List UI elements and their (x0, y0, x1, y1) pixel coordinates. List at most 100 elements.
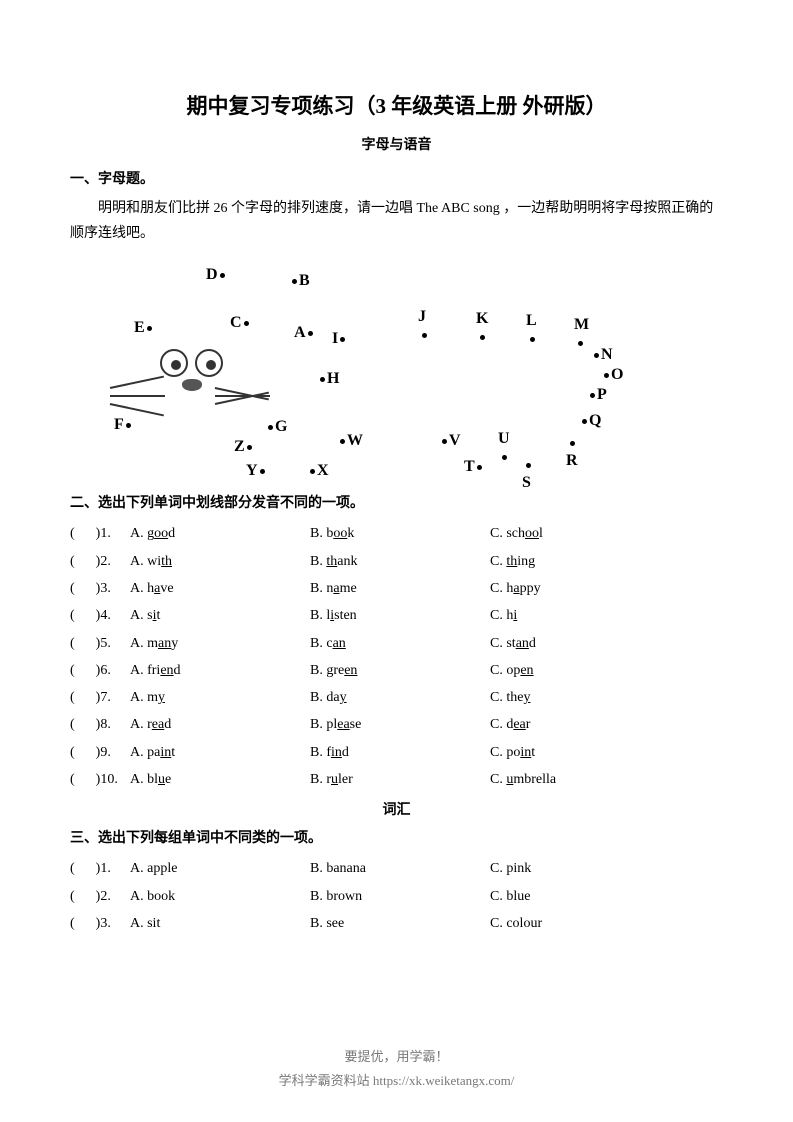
option-b: B. green (310, 657, 490, 684)
cat-eye-left (160, 349, 188, 377)
answer-blank[interactable]: ( )10. (70, 766, 130, 793)
answer-blank[interactable]: ( )3. (70, 910, 130, 937)
option-b: B. brown (310, 883, 490, 910)
section-3-list: ( )1.A. appleB. bananaC. pink( )2.A. boo… (70, 855, 723, 937)
answer-blank[interactable]: ( )8. (70, 711, 130, 738)
section-1-instruction: 明明和朋友们比拼 26 个字母的排列速度，请一边唱 The ABC song ，… (70, 196, 723, 246)
option-b: B. find (310, 739, 490, 766)
answer-blank[interactable]: ( )9. (70, 739, 130, 766)
letter-R: R (566, 434, 578, 470)
answer-blank[interactable]: ( )6. (70, 657, 130, 684)
mcq-row: ( )1.A. appleB. bananaC. pink (70, 855, 723, 882)
letter-O: O (602, 366, 623, 384)
letter-Y: Y (246, 462, 267, 480)
letter-F: F (114, 416, 133, 434)
option-a: A. book (130, 883, 310, 910)
mcq-row: ( )8.A. readB. pleaseC. dear (70, 711, 723, 738)
option-c: C. stand (490, 630, 723, 657)
option-a: A. with (130, 548, 310, 575)
answer-blank[interactable]: ( )1. (70, 855, 130, 882)
mcq-row: ( )2.A. withB. thankC. thing (70, 548, 723, 575)
footer-line-1: 要提优，用学霸！ (0, 1045, 793, 1068)
letter-E: E (134, 319, 154, 337)
option-c: C. umbrella (490, 766, 723, 793)
whisker (110, 395, 165, 397)
letter-A: A (294, 324, 315, 342)
whisker (110, 403, 164, 416)
whisker (110, 376, 164, 389)
mcq-row: ( )2.A. bookB. brownC. blue (70, 883, 723, 910)
mcq-row: ( )5.A. manyB. canC. stand (70, 630, 723, 657)
option-a: A. good (130, 520, 310, 547)
letter-V: V (440, 432, 461, 450)
letter-G: G (266, 418, 287, 436)
option-b: B. thank (310, 548, 490, 575)
option-b: B. name (310, 575, 490, 602)
mcq-row: ( )10.A. blueB. rulerC. umbrella (70, 766, 723, 793)
letter-I: I (332, 330, 347, 348)
option-a: A. blue (130, 766, 310, 793)
mcq-row: ( )6.A. friendB. greenC. open (70, 657, 723, 684)
vocab-label: 词汇 (70, 799, 723, 819)
option-a: A. my (130, 684, 310, 711)
option-b: B. day (310, 684, 490, 711)
section-1-heading: 一、字母题。 (70, 168, 723, 188)
cat-nose (182, 379, 202, 391)
connect-dots-diagram: DBECAIJKLMHNOPFGQZWVURYXTS (70, 254, 723, 484)
option-c: C. dear (490, 711, 723, 738)
option-c: C. point (490, 739, 723, 766)
option-c: C. happy (490, 575, 723, 602)
option-a: A. friend (130, 657, 310, 684)
footer-line-2: 学科学霸资料站 https://xk.weiketangx.com/ (0, 1069, 793, 1092)
option-b: B. banana (310, 855, 490, 882)
letter-P: P (588, 386, 607, 404)
letter-N: N (592, 346, 613, 364)
answer-blank[interactable]: ( )3. (70, 575, 130, 602)
option-b: B. book (310, 520, 490, 547)
letter-U: U (498, 430, 510, 466)
option-a: A. many (130, 630, 310, 657)
option-c: C. hi (490, 602, 723, 629)
answer-blank[interactable]: ( )1. (70, 520, 130, 547)
option-b: B. listen (310, 602, 490, 629)
page-title: 期中复习专项练习（3 年级英语上册 外研版） (70, 90, 723, 120)
answer-blank[interactable]: ( )7. (70, 684, 130, 711)
option-a: A. read (130, 711, 310, 738)
option-b: B. ruler (310, 766, 490, 793)
letter-S: S (522, 456, 533, 492)
letter-H: H (318, 370, 339, 388)
page-footer: 要提优，用学霸！ 学科学霸资料站 https://xk.weiketangx.c… (0, 1045, 793, 1092)
letter-B: B (290, 272, 310, 290)
letter-Z: Z (234, 438, 254, 456)
cat-face-illustration (140, 349, 260, 419)
letter-K: K (476, 310, 488, 346)
page-subtitle: 字母与语音 (70, 134, 723, 154)
letter-C: C (230, 314, 251, 332)
mcq-row: ( )1.A. goodB. bookC. school (70, 520, 723, 547)
letter-Q: Q (580, 412, 601, 430)
answer-blank[interactable]: ( )5. (70, 630, 130, 657)
mcq-row: ( )3.A. haveB. nameC. happy (70, 575, 723, 602)
answer-blank[interactable]: ( )2. (70, 548, 130, 575)
letter-L: L (526, 312, 537, 348)
option-c: C. school (490, 520, 723, 547)
answer-blank[interactable]: ( )2. (70, 883, 130, 910)
option-c: C. pink (490, 855, 723, 882)
section-2-list: ( )1.A. goodB. bookC. school( )2.A. with… (70, 520, 723, 793)
option-a: A. apple (130, 855, 310, 882)
letter-J: J (418, 308, 429, 344)
option-c: C. colour (490, 910, 723, 937)
mcq-row: ( )3.A. sitB. seeC. colour (70, 910, 723, 937)
mcq-row: ( )7.A. myB. dayC. they (70, 684, 723, 711)
option-a: A. have (130, 575, 310, 602)
option-a: A. sit (130, 910, 310, 937)
option-c: C. they (490, 684, 723, 711)
letter-T: T (464, 458, 484, 476)
option-a: A. paint (130, 739, 310, 766)
option-b: B. see (310, 910, 490, 937)
answer-blank[interactable]: ( )4. (70, 602, 130, 629)
mcq-row: ( )4.A. sitB. listenC. hi (70, 602, 723, 629)
option-a: A. sit (130, 602, 310, 629)
option-c: C. blue (490, 883, 723, 910)
option-b: B. please (310, 711, 490, 738)
